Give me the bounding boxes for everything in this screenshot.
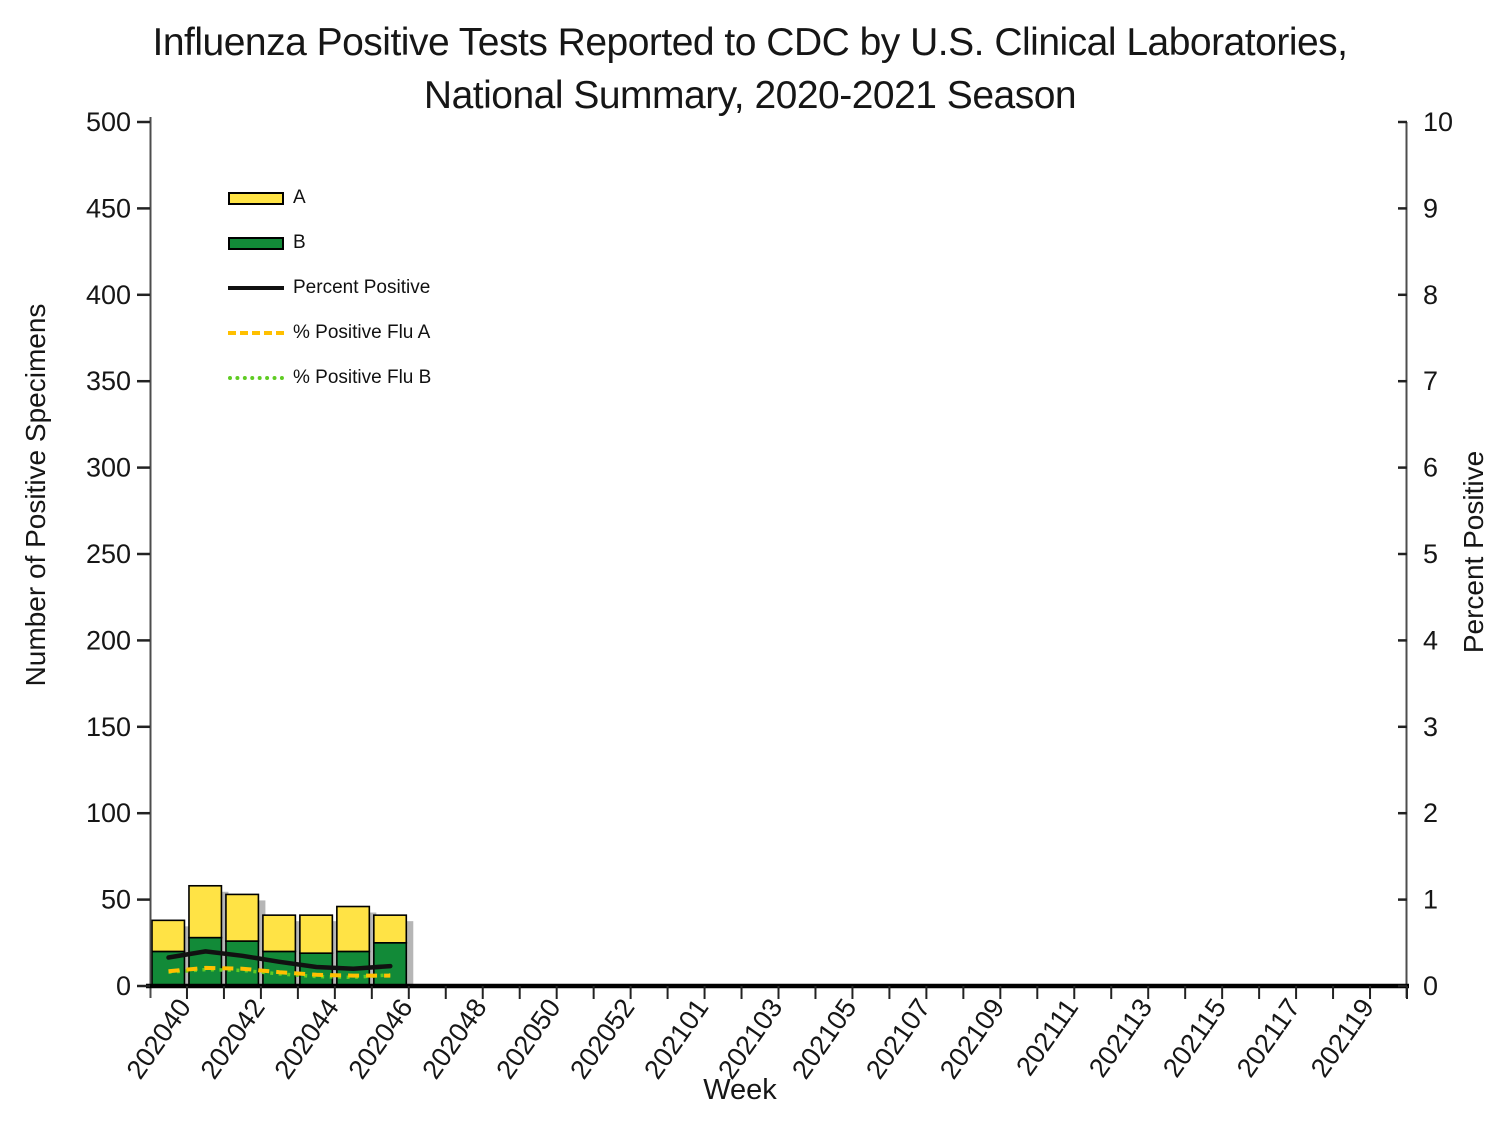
pct-flu-a-line-swatch <box>228 331 284 335</box>
chart-title: Influenza Positive Tests Reported to CDC… <box>0 16 1500 122</box>
x-tick-label: 202046 <box>342 993 418 1084</box>
x-tick-label: 202119 <box>1305 993 1380 1082</box>
x-tick-label: 202113 <box>1083 993 1158 1082</box>
x-tick-label: 202044 <box>269 993 345 1084</box>
x-tick-label: 202101 <box>638 993 714 1084</box>
x-tick-label: 202048 <box>416 993 492 1084</box>
bar-a-202041 <box>188 884 223 939</box>
y-left-tick-label: 250 <box>86 539 131 569</box>
legend-label-flu-a: A <box>293 187 306 208</box>
x-tick-label: 202040 <box>121 993 197 1084</box>
x-tick-label: 202115 <box>1157 993 1232 1082</box>
y-right-tick-label: 6 <box>1423 453 1438 483</box>
y-left-tick-label: 350 <box>86 366 131 396</box>
legend-label-flu-b: B <box>293 232 306 253</box>
x-tick-label: 202107 <box>860 993 936 1084</box>
legend-item-pct-flu-a: % Positive Flu A <box>228 321 431 345</box>
y-left-tick-label: 500 <box>86 107 131 137</box>
bar-a-202043 <box>262 914 297 953</box>
legend-label-pct-flu-b: % Positive Flu B <box>293 367 432 388</box>
y-left-tick-label: 400 <box>86 280 131 310</box>
bar-b-202042 <box>225 940 260 987</box>
legend-item-flu-b: B <box>228 231 431 255</box>
y-left-tick-label: 50 <box>101 885 131 915</box>
y-left-tick-label: 150 <box>86 712 131 742</box>
x-tick-label: 202103 <box>712 993 788 1084</box>
legend-item-flu-a: A <box>228 186 431 210</box>
x-axis-title: Week <box>703 1074 777 1106</box>
x-tick-label: 202105 <box>786 993 862 1084</box>
pct-flu-a-line <box>168 965 391 978</box>
y-right-tick-label: 10 <box>1423 107 1453 137</box>
bar-b-202041 <box>188 936 223 987</box>
pct-flu-b-line-swatch <box>228 376 284 380</box>
flu-a-bar-swatch <box>228 191 284 205</box>
legend-label-pct-flu-a: % Positive Flu A <box>293 322 431 343</box>
y-right-tick-label: 8 <box>1423 280 1438 310</box>
bar-b-202043 <box>262 950 297 987</box>
x-tick-label: 202052 <box>564 993 640 1084</box>
legend-item-pct-flu-b: % Positive Flu B <box>228 366 431 390</box>
x-tick-label: 202109 <box>934 993 1010 1084</box>
chart-title-line2: National Summary, 2020-2021 Season <box>423 74 1077 117</box>
x-tick-label: 202111 <box>1010 993 1084 1081</box>
percent-positive-line <box>166 949 393 971</box>
y-left-tick-label: 0 <box>116 971 131 1001</box>
y-left-tick-label: 300 <box>86 453 131 483</box>
y-right-tick-label: 7 <box>1423 366 1438 396</box>
x-tick-label: 202042 <box>195 993 271 1084</box>
y-right-tick-label: 0 <box>1423 971 1438 1001</box>
y-right-tick-label: 3 <box>1423 712 1438 742</box>
y-right-tick-label: 1 <box>1423 885 1438 915</box>
x-tick-label: 202050 <box>490 993 566 1084</box>
y-right-tick-label: 4 <box>1423 625 1438 655</box>
legend: A B Percent Positive % Positive Flu A % … <box>228 186 431 411</box>
x-tick-label: 202117 <box>1231 993 1306 1082</box>
legend-item-percent-positive: Percent Positive <box>228 276 431 300</box>
y-left-tick-label: 100 <box>86 798 131 828</box>
bar-a-202046 <box>373 914 408 944</box>
flu-b-bar-swatch <box>228 236 284 250</box>
legend-label-percent-positive: Percent Positive <box>293 277 431 298</box>
bar-a-202045 <box>336 905 371 953</box>
y-right-tick-label: 2 <box>1423 798 1438 828</box>
bar-a-202042 <box>225 893 260 942</box>
y-left-tick-label: 450 <box>86 193 131 223</box>
bar-a-202040 <box>151 919 186 953</box>
bar-a-202044 <box>299 914 334 954</box>
chart-title-line1: Influenza Positive Tests Reported to CDC… <box>152 21 1348 64</box>
percent-positive-line-swatch <box>228 286 284 290</box>
y-right-tick-label: 5 <box>1423 539 1438 569</box>
y-left-tick-label: 200 <box>86 625 131 655</box>
y-right-tick-label: 9 <box>1423 193 1438 223</box>
